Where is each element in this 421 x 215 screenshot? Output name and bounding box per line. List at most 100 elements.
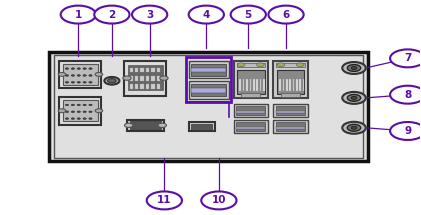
Circle shape	[65, 75, 69, 76]
Bar	[146, 68, 149, 72]
Circle shape	[83, 75, 86, 76]
Text: 3: 3	[146, 10, 153, 20]
Bar	[241, 92, 261, 97]
Text: 7: 7	[404, 53, 411, 63]
Circle shape	[77, 104, 80, 106]
Bar	[63, 100, 98, 121]
Bar	[246, 79, 248, 91]
Bar	[289, 79, 291, 91]
Bar	[293, 79, 294, 91]
Circle shape	[132, 6, 167, 24]
Text: 10: 10	[212, 195, 226, 205]
Bar	[274, 60, 308, 98]
Bar	[157, 68, 160, 72]
Circle shape	[89, 118, 92, 120]
Circle shape	[231, 6, 266, 24]
Bar	[157, 84, 160, 89]
Bar	[276, 123, 305, 131]
Circle shape	[201, 191, 237, 209]
Bar	[191, 88, 226, 92]
Bar	[234, 104, 268, 117]
Bar	[276, 127, 305, 129]
Circle shape	[160, 76, 168, 80]
Bar	[303, 79, 304, 91]
Bar	[296, 79, 298, 91]
Bar	[236, 106, 266, 115]
Circle shape	[351, 66, 357, 69]
Circle shape	[71, 118, 75, 120]
Bar	[191, 124, 212, 129]
Bar	[256, 79, 258, 91]
Bar	[151, 84, 155, 89]
Circle shape	[147, 191, 182, 209]
Bar	[189, 61, 229, 78]
Bar	[282, 79, 284, 91]
Bar	[157, 76, 160, 81]
Circle shape	[237, 63, 245, 67]
Bar	[151, 76, 155, 81]
Bar	[130, 84, 133, 89]
Bar	[135, 76, 139, 81]
Circle shape	[390, 122, 421, 140]
Bar	[236, 123, 266, 131]
Circle shape	[89, 111, 92, 113]
Bar	[286, 79, 288, 91]
Bar	[237, 70, 265, 94]
Circle shape	[58, 72, 66, 76]
Bar	[59, 97, 101, 124]
Circle shape	[123, 76, 131, 80]
Circle shape	[351, 96, 357, 99]
Bar	[130, 121, 161, 129]
Bar	[237, 63, 265, 67]
Bar	[141, 84, 144, 89]
Circle shape	[89, 75, 92, 76]
Bar	[250, 79, 251, 91]
Bar	[276, 106, 305, 115]
Text: 9: 9	[404, 126, 411, 136]
Circle shape	[347, 94, 361, 101]
Circle shape	[189, 6, 224, 24]
Circle shape	[390, 49, 421, 67]
Bar	[63, 64, 98, 85]
Circle shape	[77, 111, 80, 113]
Text: 6: 6	[282, 10, 290, 20]
Bar	[189, 123, 215, 131]
Circle shape	[342, 62, 366, 74]
Bar	[54, 55, 363, 158]
Bar	[236, 111, 266, 113]
Bar	[128, 65, 163, 91]
Circle shape	[71, 104, 75, 106]
Bar	[281, 92, 300, 97]
Bar	[279, 79, 281, 91]
Circle shape	[77, 118, 80, 120]
Bar	[141, 76, 144, 81]
Circle shape	[65, 118, 69, 120]
Circle shape	[77, 75, 80, 76]
Circle shape	[83, 104, 86, 106]
Bar	[240, 79, 241, 91]
Circle shape	[347, 124, 361, 131]
Bar	[234, 60, 268, 98]
Circle shape	[89, 68, 92, 69]
Bar	[236, 127, 266, 129]
Circle shape	[65, 68, 69, 69]
Circle shape	[95, 109, 103, 113]
Bar	[234, 120, 268, 133]
Bar	[191, 84, 226, 96]
Bar	[189, 81, 229, 98]
Bar	[191, 68, 226, 72]
Text: 4: 4	[203, 10, 210, 20]
Bar	[186, 57, 232, 102]
Circle shape	[269, 6, 304, 24]
Circle shape	[104, 77, 120, 85]
Circle shape	[158, 123, 166, 127]
Circle shape	[58, 109, 66, 113]
Circle shape	[390, 86, 421, 104]
Bar	[274, 104, 308, 117]
Bar	[276, 111, 305, 113]
Text: 5: 5	[245, 10, 252, 20]
Circle shape	[94, 6, 130, 24]
Bar	[260, 79, 261, 91]
Bar	[151, 68, 155, 72]
Circle shape	[342, 92, 366, 104]
